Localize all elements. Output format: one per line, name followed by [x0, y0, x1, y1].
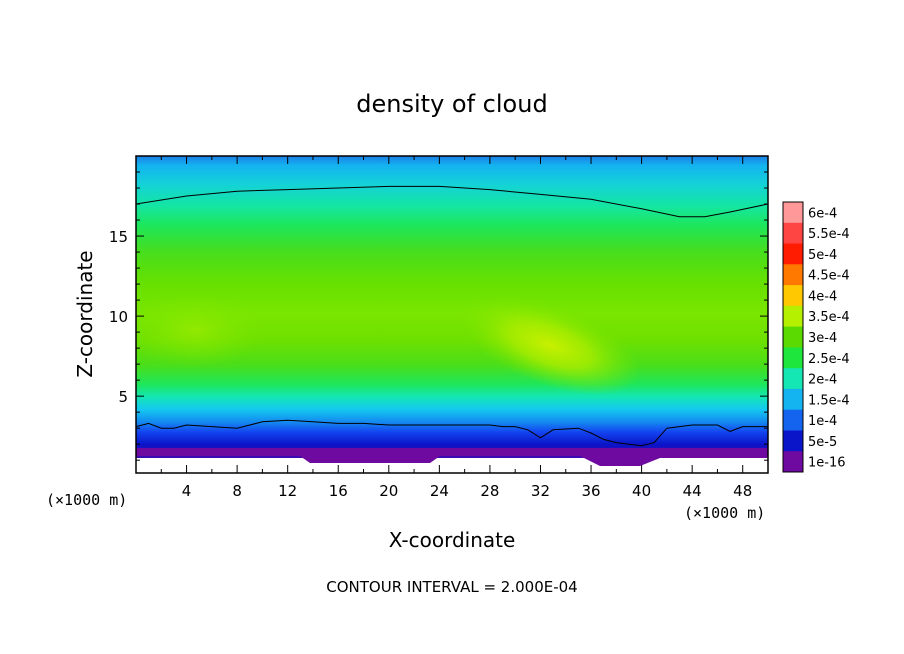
colorbar-label: 4e-4 [808, 290, 837, 305]
contour-line-lower [136, 419, 768, 447]
colorbar-label: 5.5e-4 [808, 227, 850, 242]
colorbar-label: 3.5e-4 [808, 310, 850, 325]
colorbar-label: 6e-4 [808, 206, 837, 221]
colorbar-label: 3e-4 [808, 331, 837, 346]
colorbar-swatch [783, 368, 803, 390]
plot-frame [135, 155, 769, 474]
plot-area [136, 156, 768, 473]
colorbar-frame [782, 201, 804, 473]
ground-band [136, 458, 768, 473]
colorbar-label: 5e-5 [808, 435, 837, 450]
x-tick-label: 48 [733, 482, 752, 500]
x-tick-label: 32 [531, 482, 550, 500]
colorbar-swatch [783, 264, 803, 286]
colorbar-swatch [783, 326, 803, 348]
y-tick-label: 5 [118, 388, 128, 406]
density-maximum-region [459, 295, 641, 395]
colorbar: 6e-4 5.5e-4 5e-4 4.5e-4 4e-4 3.5e-4 3e-4 2.5e-4… [782, 201, 850, 473]
colorbar-swatch [783, 222, 803, 245]
x-tick-label: 44 [683, 482, 702, 500]
y-axis-label: Z-coordinate [73, 250, 97, 377]
x-unit-label-right: (×1000 m) [684, 504, 765, 522]
contour-interval-note: CONTOUR INTERVAL = 2.000E-04 [326, 578, 577, 596]
colorbar-label: 2.5e-4 [808, 352, 850, 367]
x-tick-label: 24 [430, 482, 449, 500]
y-tick-label: 15 [109, 228, 128, 246]
x-tick-label: 4 [182, 482, 192, 500]
colorbar-label: 5e-4 [808, 248, 837, 263]
colorbar-label: 4.5e-4 [808, 269, 850, 284]
x-axis: 4 8 12 16 20 24 28 32 36 40 44 48 [160, 156, 752, 500]
colorbar-swatch [783, 202, 803, 224]
colorbar-swatch [783, 305, 803, 328]
x-tick-label: 12 [278, 482, 297, 500]
x-tick-label: 16 [329, 482, 348, 500]
surface-layer [136, 448, 768, 466]
colorbar-swatch [783, 430, 803, 452]
colorbar-swatch [783, 388, 803, 411]
colorbar-label: 1e-16 [808, 456, 846, 471]
y-axis: 5 10 15 [109, 171, 768, 461]
colorbar-swatch [783, 409, 803, 431]
x-tick-label: 40 [632, 482, 651, 500]
y-tick-label: 10 [109, 308, 128, 326]
x-axis-label: X-coordinate [389, 528, 516, 552]
colorbar-label: 2e-4 [808, 373, 837, 388]
contour-line-upper [136, 185, 768, 218]
x-tick-label: 36 [581, 482, 600, 500]
colorbar-label: 1e-4 [808, 414, 837, 429]
colorbar-swatch [783, 347, 803, 369]
x-tick-label: 8 [232, 482, 242, 500]
x-unit-label-left: (×1000 m) [46, 491, 127, 509]
colorbar-swatch [783, 451, 803, 473]
colorbar-label: 1.5e-4 [808, 393, 850, 408]
colorbar-swatch [783, 285, 803, 307]
x-tick-label: 28 [480, 482, 499, 500]
x-tick-label: 20 [379, 482, 398, 500]
density-secondary-region [136, 292, 265, 368]
chart-title: density of cloud [356, 90, 547, 118]
colorbar-swatch [783, 243, 803, 265]
